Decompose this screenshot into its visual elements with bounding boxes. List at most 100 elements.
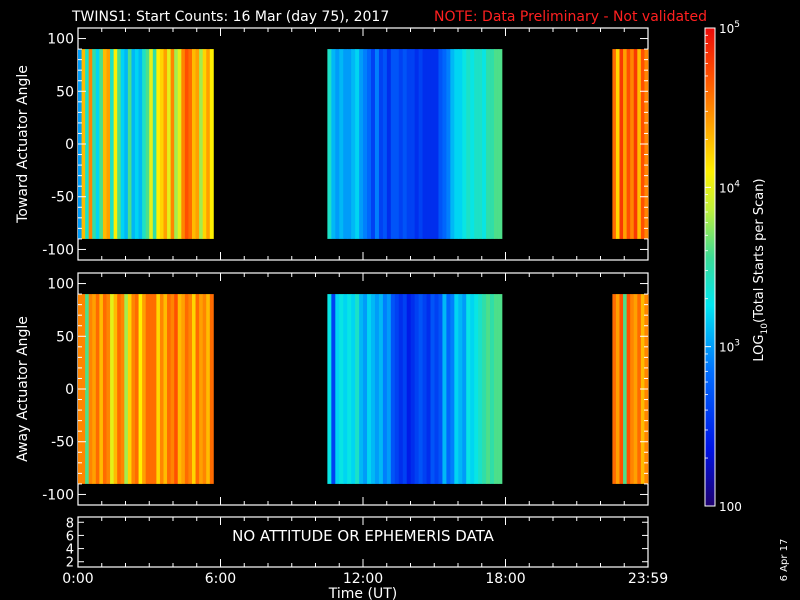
toward-heat-column (99, 49, 104, 239)
away-heat-column (382, 294, 388, 484)
toward-heat-column (113, 49, 118, 239)
toward-heat-column (192, 49, 196, 239)
away-heat-column (454, 294, 459, 484)
x-tick-label: 0:00 (62, 571, 93, 587)
toward-heat-column (177, 49, 182, 239)
toward-heat-column (363, 49, 368, 239)
away-heat-column (386, 294, 392, 484)
away-heat-column (199, 294, 204, 484)
toward-heat-column (110, 49, 115, 239)
toward-heat-column (482, 49, 487, 239)
toward-heat-column (450, 49, 455, 239)
toward-heat-column (623, 49, 628, 239)
toward-heat-column (85, 49, 90, 239)
toward-heat-column (184, 49, 189, 239)
away-heat-column (442, 294, 447, 484)
away-heat-column (359, 294, 364, 484)
colorbar-label-rest: (Total Starts per Scan) (752, 178, 767, 323)
away-heat-column (398, 294, 404, 484)
away-heat-column (202, 294, 207, 484)
away-heat-column (446, 294, 451, 484)
toward-heat-column (630, 49, 635, 239)
away-heat-column (438, 294, 443, 484)
away-heat-column (152, 294, 157, 484)
toward-heat-column (462, 49, 467, 239)
away-heat-column (378, 294, 384, 484)
away-heat-column (637, 294, 642, 484)
colorbar-gradient (704, 27, 716, 507)
away-heat-column (406, 294, 412, 484)
away-heat-column (450, 294, 455, 484)
away-heat-column (159, 294, 164, 484)
toward-heat-column (127, 49, 132, 239)
toward-ticks: 100 50 0 -50 -100 (42, 28, 649, 260)
away-heat-column (327, 294, 332, 484)
date-stamp: 6 Apr 17 (779, 539, 790, 582)
x-tick-label: 6:00 (205, 571, 236, 587)
toward-y-tick-label: 0 (65, 137, 74, 153)
away-heat-column (192, 294, 196, 484)
away-heat-column (347, 294, 352, 484)
toward-heat-column (410, 49, 416, 239)
toward-heat-column (149, 49, 154, 239)
toward-y-tick-label: -100 (42, 242, 74, 258)
toward-heat-column (422, 49, 427, 239)
away-heat-column (422, 294, 427, 484)
x-axis-label: Time (UT) (328, 586, 397, 600)
toward-y-tick-label: 100 (47, 32, 74, 48)
preliminary-note: NOTE: Data Preliminary - Not validated (434, 9, 707, 25)
away-heat-column (163, 294, 168, 484)
away-heat-column (414, 294, 420, 484)
away-heat-column (170, 294, 175, 484)
away-heat-column (418, 294, 423, 484)
away-heat-column (343, 294, 348, 484)
away-heat-column (124, 294, 129, 484)
toward-heat-column (454, 49, 459, 239)
away-heat-column (138, 294, 143, 484)
away-heat-column (478, 294, 483, 484)
toward-heat-column (92, 49, 97, 239)
toward-heat-column (142, 49, 147, 239)
away-heat-column (374, 294, 380, 484)
away-heat-column (367, 294, 372, 484)
toward-heat-column (138, 49, 143, 239)
toward-heat-column (327, 49, 332, 239)
away-y-axis-label: Away Actuator Angle (15, 316, 31, 462)
toward-y-tick-label: 50 (56, 84, 74, 100)
toward-heat-column (135, 49, 139, 239)
colorbar-tick-label: 104 (719, 179, 740, 195)
away-heat-column (402, 294, 408, 484)
chart-title: TWINS1: Start Counts: 16 Mar (day 75), 2… (71, 9, 389, 25)
ephemeris-y-tick-label: 4 (66, 543, 74, 558)
away-ticks: 100 50 0 -50 -100 (42, 273, 649, 505)
away-heat-column (462, 294, 467, 484)
away-heat-column (110, 294, 115, 484)
away-heat-column (335, 294, 340, 484)
toward-heat-column (430, 49, 435, 239)
away-heat-column (120, 294, 125, 484)
toward-heat-column (374, 49, 380, 239)
toward-heat-column (152, 49, 157, 239)
away-heat-column (156, 294, 161, 484)
toward-heat-column (202, 49, 207, 239)
away-heat-column (127, 294, 132, 484)
away-heat-column (623, 294, 628, 484)
toward-heat-column (88, 49, 93, 239)
away-heat-column (394, 294, 400, 484)
toward-heat-column (497, 49, 503, 239)
toward-heat-column (446, 49, 451, 239)
toward-heat-column (418, 49, 423, 239)
toward-heat-column (490, 49, 495, 239)
away-heat-column (92, 294, 97, 484)
toward-heat-column (120, 49, 125, 239)
away-heat-column (482, 294, 487, 484)
away-panel: 100 50 0 -50 -100 Away Actuator Angle (15, 272, 649, 506)
toward-heat-column (343, 49, 348, 239)
away-heat-column (426, 294, 431, 484)
toward-heat-column (331, 49, 336, 239)
toward-heat-column (335, 49, 340, 239)
toward-y-axis-label: Toward Actuator Angle (15, 65, 31, 224)
away-heat-column (339, 294, 344, 484)
